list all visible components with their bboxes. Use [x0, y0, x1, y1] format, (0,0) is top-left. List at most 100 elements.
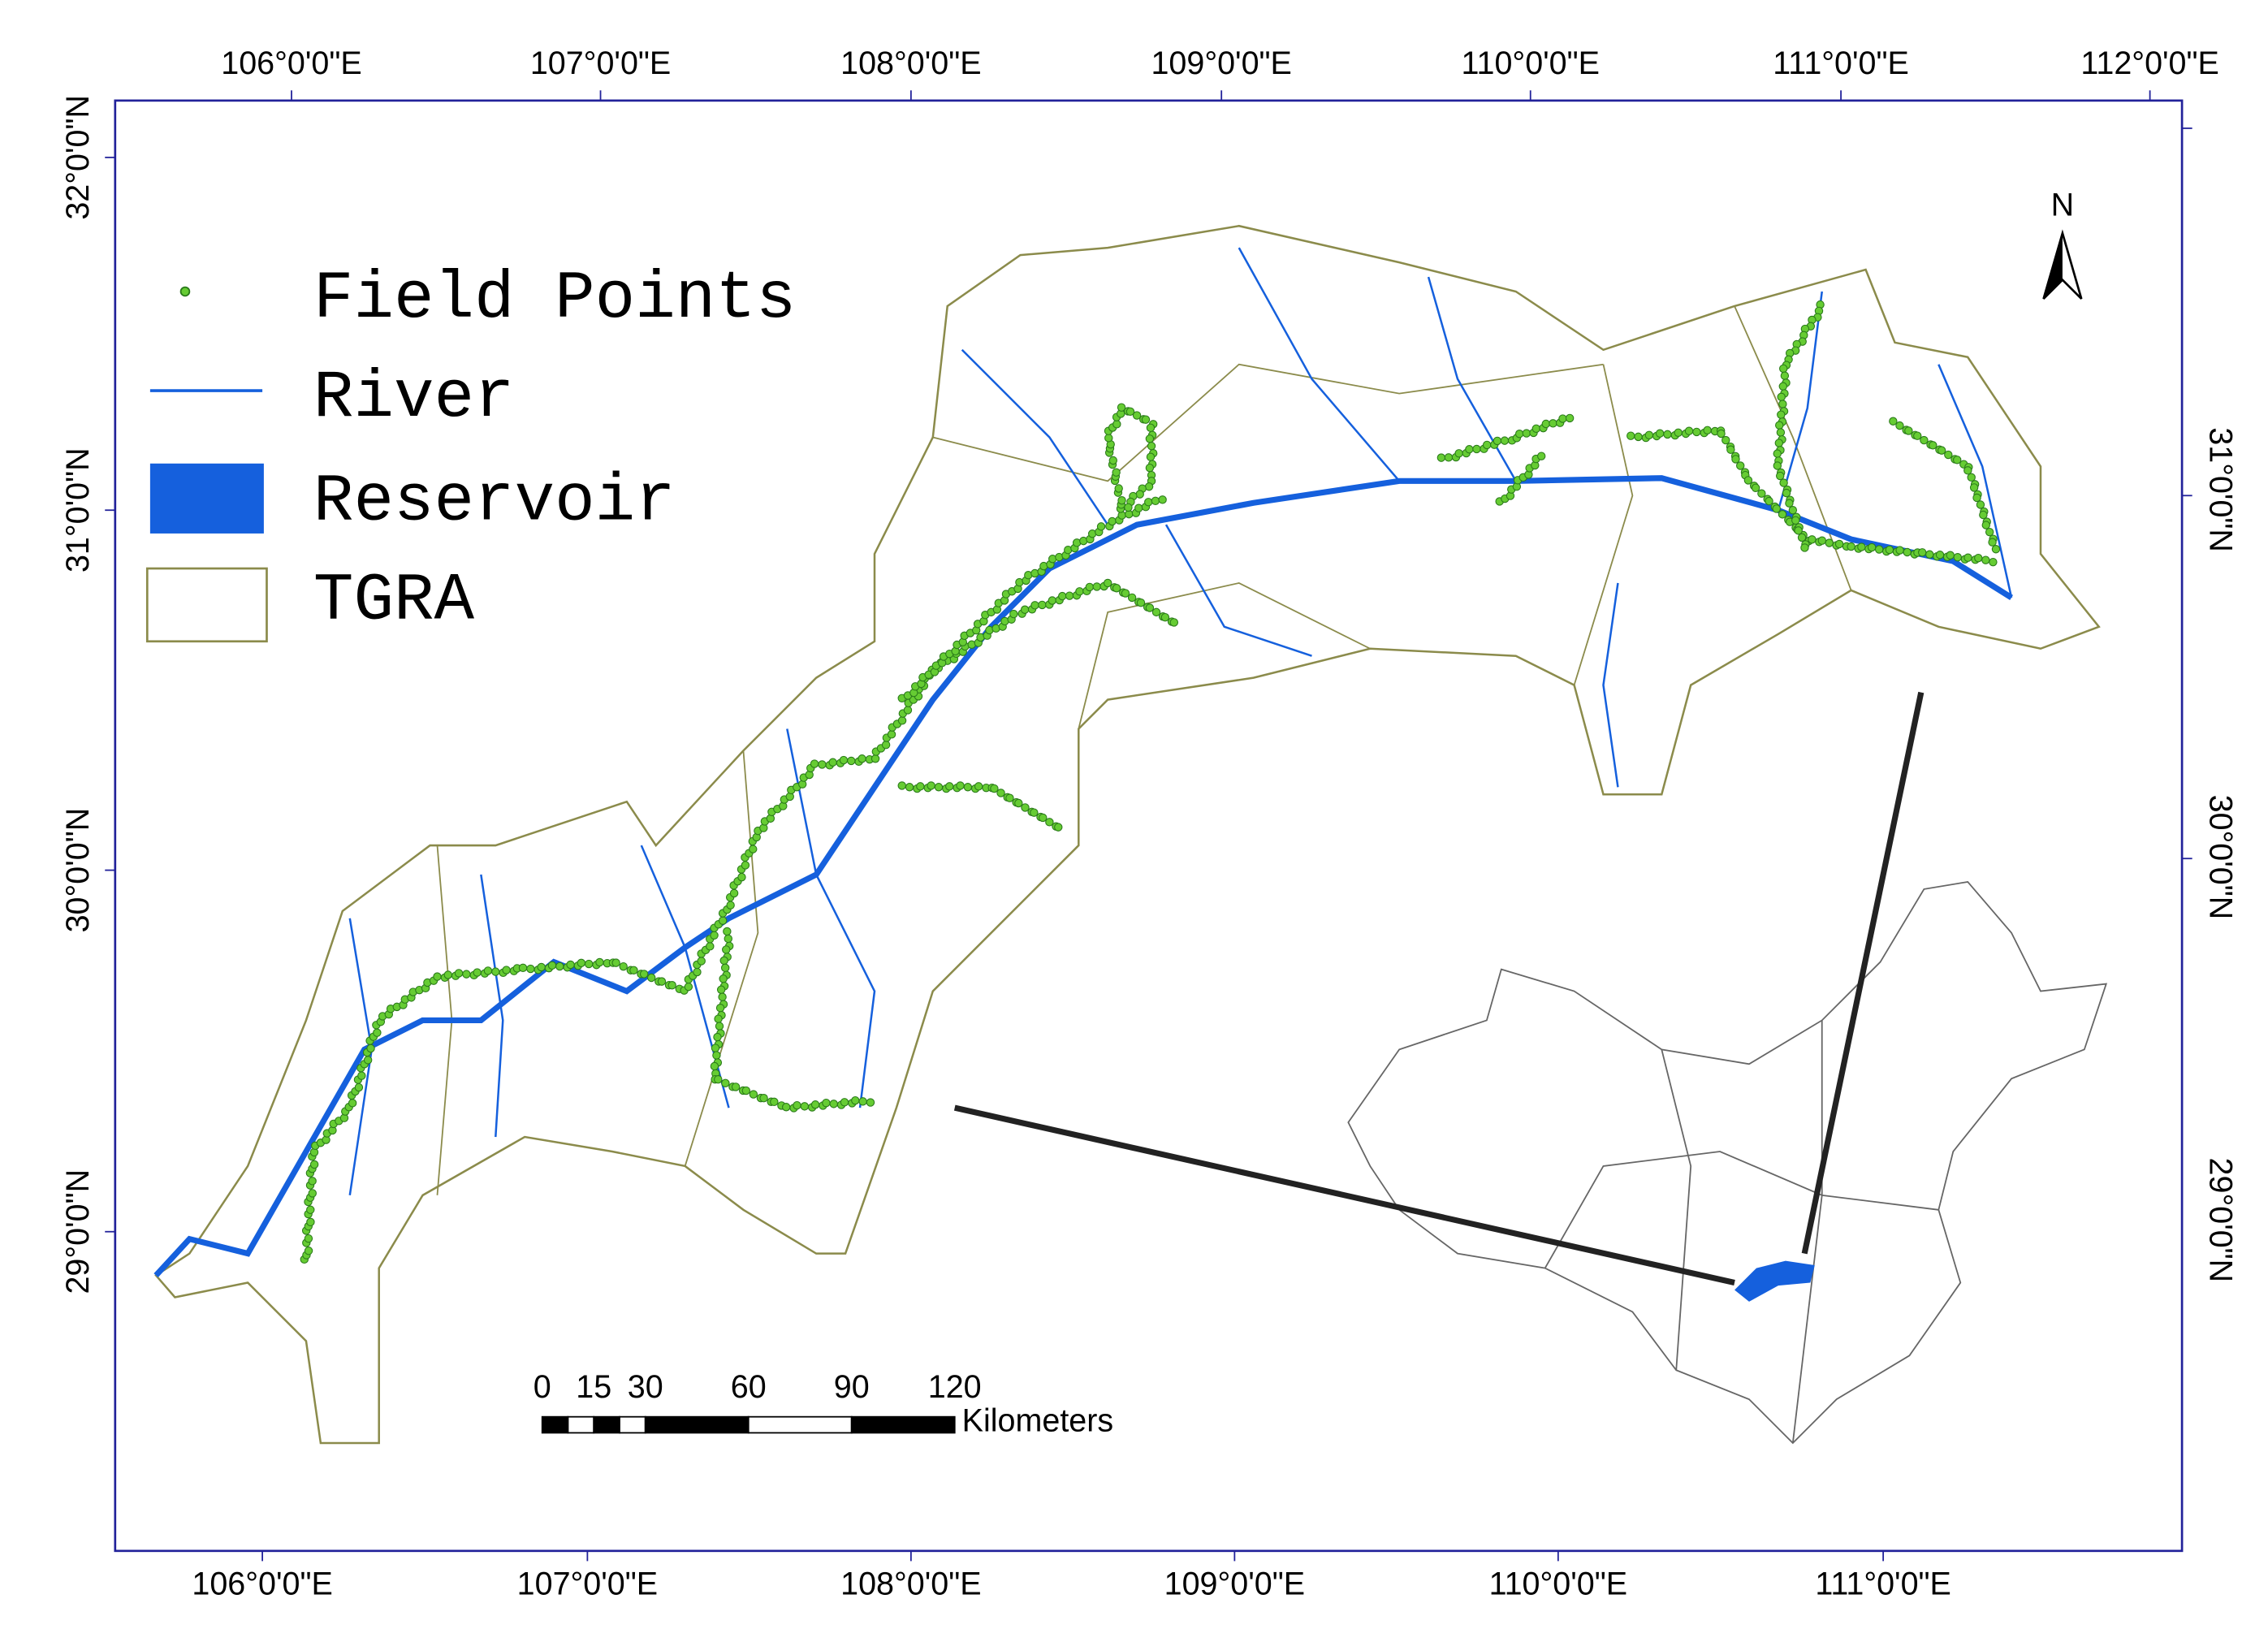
- field-point: [1146, 452, 1156, 461]
- field-point: [1913, 431, 1922, 440]
- field-point: [721, 1078, 730, 1087]
- right-coordinate-label: 31°0'0"N: [2203, 427, 2239, 552]
- field-point: [1765, 496, 1773, 506]
- field-point: [1674, 428, 1683, 438]
- field-point: [1800, 543, 1809, 552]
- field-point: [595, 957, 604, 967]
- field-point: [1045, 818, 1054, 827]
- field-point: [1103, 578, 1112, 588]
- field-point: [1558, 414, 1567, 423]
- top-coordinate-label: 108°0'0"E: [840, 45, 981, 81]
- field-point: [304, 1247, 313, 1255]
- field-point: [1493, 436, 1502, 446]
- scale-segment: [747, 1415, 853, 1434]
- field-point: [1134, 503, 1143, 512]
- field-point: [306, 1205, 315, 1214]
- field-point: [1692, 427, 1701, 437]
- county-boundaries: [436, 305, 1852, 1195]
- field-point: [710, 1061, 719, 1071]
- river: [1938, 364, 2013, 598]
- field-point: [927, 781, 935, 790]
- field-point: [491, 967, 500, 976]
- field-point: [1147, 442, 1156, 451]
- field-point: [647, 973, 656, 983]
- leader-line: [953, 1104, 1735, 1286]
- field-point: [502, 966, 511, 974]
- field-point: [1626, 431, 1635, 440]
- field-point: [1549, 419, 1557, 428]
- field-point: [1757, 489, 1766, 498]
- field-point: [1722, 435, 1730, 445]
- field-point: [1967, 473, 1976, 482]
- field-point: [1684, 426, 1694, 435]
- field-point: [818, 760, 827, 769]
- field-point: [1048, 596, 1057, 605]
- field-point: [720, 963, 730, 973]
- field-point: [693, 967, 702, 977]
- field-point: [1952, 456, 1962, 465]
- field-point: [1777, 392, 1786, 402]
- bottom-coordinate-label: 108°0'0"E: [840, 1566, 981, 1601]
- river: [1164, 524, 1312, 657]
- field-point: [828, 758, 837, 767]
- field-point: [1791, 516, 1800, 525]
- right-coordinate-label: 30°0'0"N: [2203, 795, 2239, 920]
- top-coordinate-label: 110°0'0"E: [1461, 45, 1599, 81]
- field-point: [723, 927, 732, 936]
- field-point: [454, 969, 464, 978]
- field-point: [1117, 403, 1126, 412]
- field-point: [1904, 426, 1913, 435]
- field-point: [1121, 589, 1130, 598]
- field-point: [1531, 424, 1541, 433]
- field-point: [1514, 430, 1524, 439]
- scale-segment: [644, 1415, 750, 1434]
- field-point: [1776, 471, 1785, 481]
- field-point: [715, 1003, 725, 1013]
- field-point: [715, 1022, 724, 1031]
- county-boundary: [1734, 305, 1852, 591]
- field-point: [547, 961, 557, 970]
- field-point: [1925, 550, 1934, 559]
- field-point: [881, 741, 891, 750]
- field-point: [810, 759, 819, 768]
- field-point: [1039, 813, 1048, 823]
- legend-label: Reservoir: [313, 463, 676, 539]
- field-point: [1104, 434, 1113, 443]
- field-point: [1541, 419, 1551, 429]
- legend-reservoir-symbol: [149, 463, 264, 534]
- field-point: [1065, 591, 1074, 600]
- field-point: [1158, 495, 1167, 504]
- field-point: [629, 966, 638, 975]
- field-point: [1038, 600, 1047, 610]
- field-point: [1782, 488, 1791, 498]
- field-point: [1145, 434, 1155, 443]
- field-point: [1797, 533, 1807, 542]
- field-point: [714, 1014, 723, 1023]
- bottom-coordinate-label: 110°0'0"E: [1489, 1566, 1627, 1601]
- field-point: [1867, 542, 1877, 552]
- field-point: [1989, 557, 1998, 567]
- field-point: [1857, 542, 1866, 551]
- field-point: [1014, 798, 1023, 808]
- county-boundary: [1078, 582, 1371, 729]
- field-point: [1772, 504, 1781, 513]
- field-point: [1644, 430, 1654, 439]
- field-point: [1903, 547, 1912, 557]
- left-coordinate-label: 29°0'0"N: [60, 1169, 96, 1294]
- field-point: [1953, 553, 1963, 562]
- field-point: [611, 958, 620, 967]
- field-point: [990, 784, 999, 793]
- field-point: [810, 1100, 820, 1109]
- top-coordinate-label: 111°0'0"E: [1773, 45, 1909, 81]
- field-point: [1020, 605, 1030, 614]
- field-point: [718, 916, 728, 925]
- field-point: [710, 931, 719, 940]
- field-point: [887, 730, 896, 739]
- field-point: [1141, 415, 1151, 424]
- field-point: [1663, 430, 1672, 439]
- field-point: [847, 756, 856, 766]
- scale-label: 90: [834, 1369, 870, 1405]
- field-point: [712, 1051, 721, 1060]
- field-point: [1889, 417, 1898, 426]
- field-point: [737, 872, 746, 882]
